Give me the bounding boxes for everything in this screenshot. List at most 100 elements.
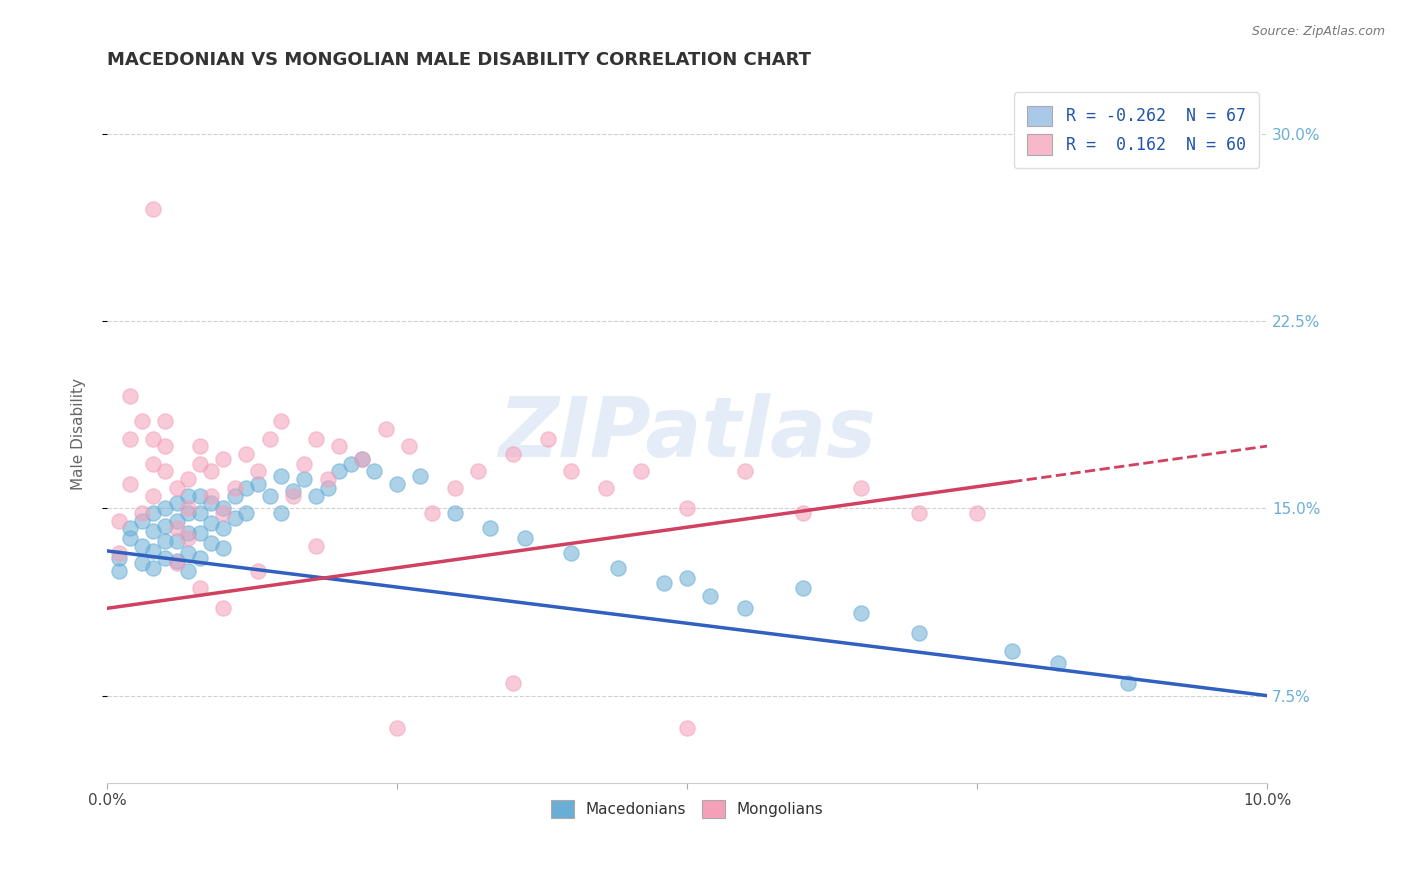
Point [235, 446, 257, 460]
Point [188, 526, 211, 541]
Point [153, 551, 176, 566]
Point [420, 507, 443, 521]
Point [305, 489, 328, 503]
Point [734, 601, 756, 615]
Point [1116, 676, 1139, 690]
Legend: Macedonians, Mongolians: Macedonians, Mongolians [544, 794, 830, 824]
Point [444, 482, 467, 496]
Point [316, 482, 339, 496]
Point [224, 482, 246, 496]
Point [328, 439, 350, 453]
Point [363, 464, 385, 478]
Point [652, 576, 675, 591]
Point [328, 464, 350, 478]
Point [153, 464, 176, 478]
Point [259, 489, 281, 503]
Point [142, 561, 165, 575]
Point [166, 482, 188, 496]
Point [177, 471, 200, 485]
Point [166, 521, 188, 535]
Point [188, 507, 211, 521]
Text: Source: ZipAtlas.com: Source: ZipAtlas.com [1251, 25, 1385, 38]
Point [1047, 657, 1070, 671]
Point [177, 564, 200, 578]
Point [281, 483, 304, 498]
Point [212, 507, 235, 521]
Point [120, 521, 142, 535]
Point [270, 507, 292, 521]
Point [792, 507, 814, 521]
Point [166, 496, 188, 510]
Point [120, 476, 142, 491]
Point [560, 546, 582, 560]
Point [142, 507, 165, 521]
Point [212, 501, 235, 516]
Point [502, 676, 524, 690]
Point [444, 507, 467, 521]
Point [246, 464, 269, 478]
Point [676, 571, 699, 585]
Point [107, 551, 129, 566]
Point [246, 476, 269, 491]
Point [292, 471, 315, 485]
Point [120, 532, 142, 546]
Point [270, 414, 292, 428]
Point [513, 532, 536, 546]
Point [224, 489, 246, 503]
Point [166, 554, 188, 568]
Point [153, 439, 176, 453]
Point [142, 489, 165, 503]
Point [352, 451, 374, 466]
Point [142, 432, 165, 446]
Point [908, 507, 931, 521]
Point [292, 457, 315, 471]
Point [1001, 644, 1024, 658]
Point [131, 414, 153, 428]
Point [142, 457, 165, 471]
Point [131, 539, 153, 553]
Point [270, 469, 292, 483]
Point [120, 432, 142, 446]
Point [305, 432, 328, 446]
Point [851, 607, 873, 621]
Point [177, 489, 200, 503]
Point [107, 546, 129, 560]
Point [188, 457, 211, 471]
Point [120, 389, 142, 403]
Point [212, 601, 235, 615]
Point [374, 421, 396, 435]
Point [177, 546, 200, 560]
Point [177, 526, 200, 541]
Point [212, 451, 235, 466]
Point [131, 557, 153, 571]
Point [560, 464, 582, 478]
Point [851, 482, 873, 496]
Point [166, 514, 188, 528]
Point [200, 464, 222, 478]
Point [792, 582, 814, 596]
Point [595, 482, 617, 496]
Point [224, 511, 246, 525]
Point [153, 519, 176, 533]
Point [153, 533, 176, 548]
Point [352, 451, 374, 466]
Point [200, 516, 222, 531]
Point [259, 432, 281, 446]
Point [699, 589, 721, 603]
Point [142, 202, 165, 216]
Point [142, 544, 165, 558]
Point [177, 501, 200, 516]
Point [177, 532, 200, 546]
Point [478, 521, 501, 535]
Point [630, 464, 652, 478]
Point [200, 536, 222, 550]
Point [131, 507, 153, 521]
Point [166, 557, 188, 571]
Point [734, 464, 756, 478]
Point [188, 582, 211, 596]
Point [385, 476, 408, 491]
Point [188, 489, 211, 503]
Point [107, 514, 129, 528]
Point [676, 501, 699, 516]
Point [131, 514, 153, 528]
